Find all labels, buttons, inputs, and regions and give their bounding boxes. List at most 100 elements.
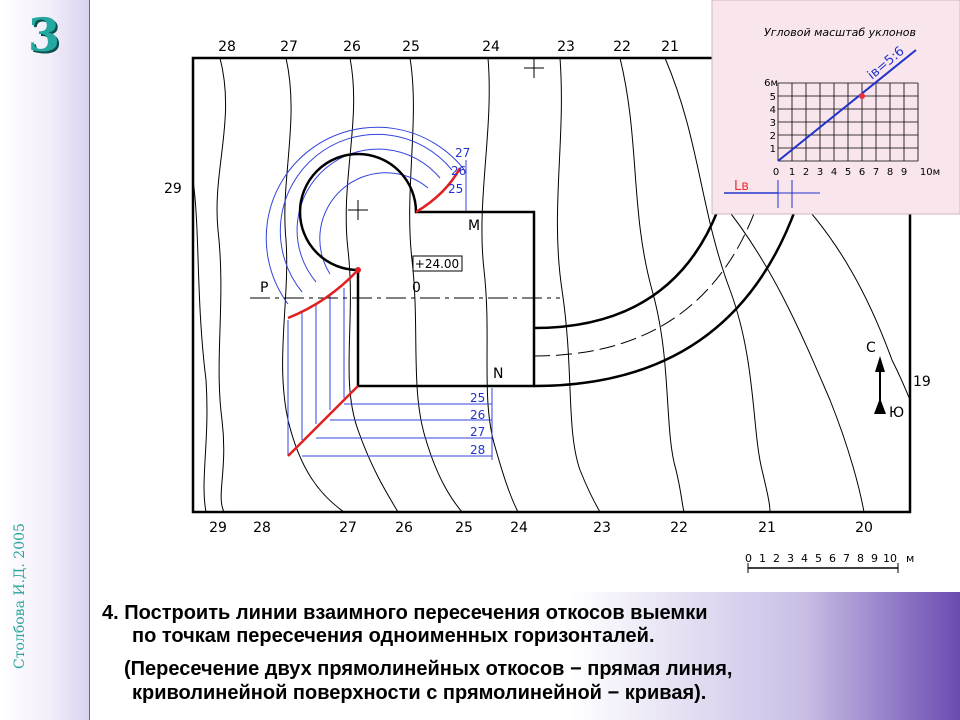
- inset-base-label: Lв: [734, 179, 749, 194]
- north-arrow: С Ю: [866, 340, 904, 421]
- inset-x-label: 10м: [920, 167, 940, 178]
- upper-intersection-curve: [415, 167, 462, 214]
- bottom-contour-label: 22: [670, 520, 688, 536]
- intersection-marker: [355, 267, 361, 273]
- inset-y-labels: 1 2 3 4 5 6м: [764, 78, 778, 155]
- top-contour-label: 24: [482, 39, 500, 55]
- top-contour-label: 26: [343, 39, 361, 55]
- upper-slope-mark: 26: [451, 164, 466, 178]
- scale-bar-label: 5: [815, 552, 822, 565]
- contour-line-23: [556, 58, 601, 512]
- scale-bar-label: 2: [773, 552, 780, 565]
- caption-line-1: 4. Построить линии взаимного пересечения…: [102, 602, 708, 624]
- inset-y-label: 3: [770, 118, 776, 129]
- scale-bar-label: 1: [759, 552, 766, 565]
- top-contour-label: 21: [661, 39, 679, 55]
- scale-bar-label: 4: [801, 552, 808, 565]
- upper-slope-arc-2: [279, 133, 453, 293]
- contour-line-25: [409, 58, 463, 512]
- lower-slope-marks: 25 26 27 28: [470, 391, 485, 457]
- scale-bar-label: 3: [787, 552, 794, 565]
- inset-x-label: 2: [803, 167, 809, 178]
- contour-line-22: [619, 58, 685, 512]
- caption-line-3: (Пересечение двух прямолинейных откосов …: [124, 658, 733, 680]
- inset-slope-line: [777, 49, 917, 162]
- contour-line-27: [282, 58, 345, 512]
- top-contour-label: 23: [557, 39, 575, 55]
- left-intersection-curve: [287, 269, 359, 320]
- topographic-plan-drawing: +24.00 M N 0 P 27 26 25 25 26 27 28 28 2…: [164, 0, 960, 573]
- inset-background: [711, 0, 960, 215]
- sidebar-divider: [89, 0, 90, 720]
- south-letter: Ю: [889, 405, 904, 421]
- scale-bar-unit: м: [906, 552, 914, 565]
- inset-y-label: 5: [770, 92, 776, 103]
- bottom-contour-label: 28: [253, 520, 271, 536]
- lower-slope-mark: 27: [470, 425, 485, 439]
- contour-line-21: [664, 58, 771, 512]
- contour-lines: [193, 58, 910, 512]
- bottom-contour-label: 20: [855, 520, 873, 536]
- contour-line-19: [789, 189, 910, 401]
- point-m-label: M: [468, 218, 480, 234]
- elevation-label: +24.00: [415, 257, 459, 271]
- inset-y-label: 4: [770, 105, 776, 116]
- inset-y-label: 6м: [764, 78, 778, 89]
- bottom-contour-label: 26: [395, 520, 413, 536]
- inset-y-label: 1: [770, 144, 776, 155]
- center-lines: [250, 58, 560, 299]
- inset-x-label: 8: [887, 167, 893, 178]
- inset-x-label: 0: [773, 167, 779, 178]
- point-o-label: 0: [412, 280, 421, 296]
- sidebar: [0, 0, 90, 720]
- inset-x-label: 4: [831, 167, 837, 178]
- inset-x-label: 9: [901, 167, 907, 178]
- scale-bar-labels: 0 1 2 3 4 5 6 7 8 9 10 м: [745, 552, 914, 565]
- elevation-box: [412, 255, 463, 272]
- bottom-contour-labels: 29 28 27 26 25 24 23 22 21 20: [209, 520, 873, 536]
- left-contour-label: 29: [164, 181, 182, 197]
- top-contour-label: 27: [280, 39, 298, 55]
- scale-bar-label: 6: [829, 552, 836, 565]
- upper-slope-marks: 27 26 25: [448, 146, 470, 196]
- inset-title: Угловой масштаб уклонов: [764, 26, 916, 39]
- scale-bar-label: 7: [843, 552, 850, 565]
- inset-x-label: 5: [845, 167, 851, 178]
- lower-slope-mark: 25: [470, 391, 485, 405]
- contour-line-28: [216, 58, 227, 512]
- top-contour-label: 22: [613, 39, 631, 55]
- top-contour-labels: 28 27 26 25 24 23 22 21: [218, 39, 679, 55]
- bottom-contour-label: 25: [455, 520, 473, 536]
- upper-slope-arc-1: [265, 126, 467, 305]
- contour-line-24: [481, 58, 519, 512]
- plan-frame: [191, 56, 912, 514]
- bottom-contour-label: 21: [758, 520, 776, 536]
- right-contour-label: 19: [913, 374, 931, 390]
- scale-bar-label: 0: [745, 552, 752, 565]
- lower-intersection-line: [287, 385, 359, 457]
- contour-line-20: [719, 199, 865, 512]
- top-contour-label: 28: [218, 39, 236, 55]
- contour-line-29: [193, 179, 208, 512]
- scale-bar-label: 10: [883, 552, 897, 565]
- south-arrow-head: [874, 398, 886, 414]
- upper-slope-mark: 25: [448, 182, 463, 196]
- slope-scale-inset: Угловой масштаб уклонов iв=5:6 1: [711, 0, 960, 215]
- lower-slope-mark: 26: [470, 408, 485, 422]
- scale-bar-label: 9: [871, 552, 878, 565]
- inset-x-label: 6: [859, 167, 865, 178]
- caption-line-2: по точкам пересечения одноименных горизо…: [132, 625, 655, 647]
- bottom-contour-label: 24: [510, 520, 528, 536]
- point-p-label: P: [260, 280, 268, 296]
- excavation-outline: [298, 152, 536, 388]
- intersection-lines: [287, 167, 462, 457]
- bottom-contour-label: 23: [593, 520, 611, 536]
- bottom-contour-label: 29: [209, 520, 227, 536]
- inset-x-labels: 0 1 2 3 4 5 6 7 8 9 10м: [773, 167, 940, 178]
- upper-slope-arc-3: [296, 148, 441, 283]
- inset-slope-marker: [859, 93, 865, 99]
- linear-scale-bar: 0 1 2 3 4 5 6 7 8 9 10 м: [745, 552, 914, 573]
- inset-x-label: 7: [873, 167, 879, 178]
- north-letter: С: [866, 340, 876, 356]
- inset-y-label: 2: [770, 131, 776, 142]
